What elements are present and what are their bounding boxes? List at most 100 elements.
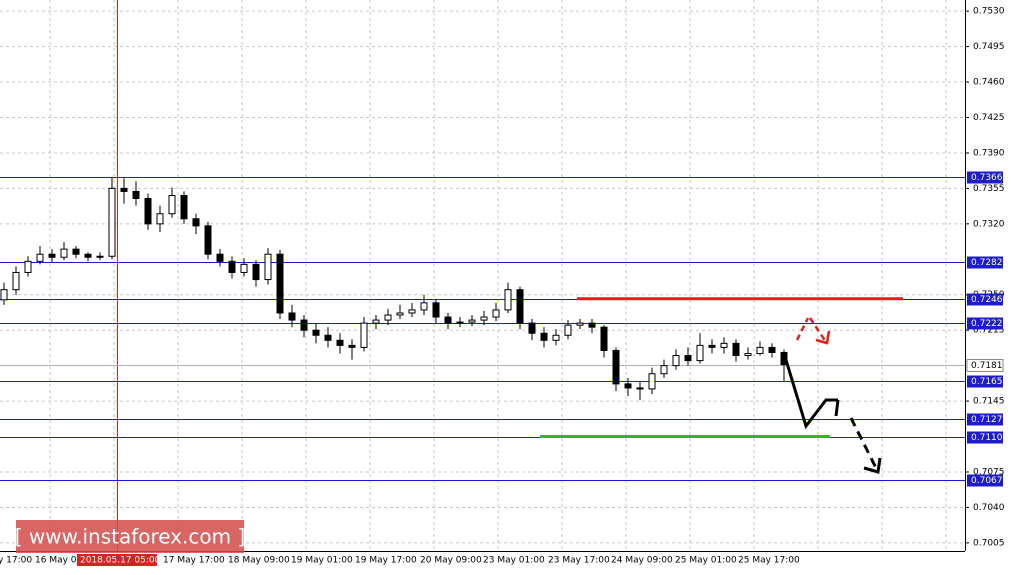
- candle-body: [444, 316, 452, 324]
- x-tick-label: 17 May 17:00: [163, 556, 225, 566]
- candle-body: [672, 355, 680, 367]
- candle-body: [684, 355, 692, 362]
- candle-body: [768, 346, 776, 353]
- x-tick-label: 16 May 0: [35, 556, 77, 566]
- candle-body: [564, 324, 572, 336]
- y-tick-label: 0.7460: [973, 78, 1005, 88]
- candle-body: [96, 255, 104, 258]
- alt-arrow: [795, 317, 810, 341]
- candle-body: [744, 352, 752, 357]
- candle-body: [588, 322, 596, 328]
- candle-body: [0, 289, 8, 301]
- candle-body: [528, 322, 536, 334]
- candle-body: [228, 260, 236, 273]
- y-tick-label: 0.7145: [973, 397, 1005, 407]
- level-label-box: [967, 474, 1003, 487]
- candle-body: [696, 344, 704, 362]
- y-tick-label: 0.7215: [973, 326, 1005, 336]
- candle-body: [624, 383, 632, 389]
- candle-body: [324, 334, 332, 341]
- level-label: 0.7067: [971, 476, 1003, 486]
- level-label: 0.7366: [971, 173, 1003, 183]
- level-label-box: [967, 431, 1003, 444]
- x-tick-label: 18 May 09:00: [228, 556, 290, 566]
- grid: [0, 0, 965, 551]
- candle-body: [420, 302, 428, 311]
- candle-body: [144, 198, 152, 225]
- level-label-box: [967, 293, 1003, 306]
- candle-body: [288, 312, 296, 321]
- x-tick-label: 20 May 09:00: [420, 556, 482, 566]
- candle-body: [204, 225, 212, 255]
- candle-body: [348, 344, 356, 348]
- candle-body: [660, 365, 668, 375]
- candle-body: [456, 321, 464, 324]
- watermark-box: [16, 520, 244, 553]
- candle-body: [216, 253, 224, 262]
- time-axis: y 17:00 16 May 0 2018.05.17 05:00 17 May 17…: [0, 554, 800, 566]
- arrow-head: [815, 330, 831, 345]
- level-label-box: [967, 171, 1003, 184]
- candle-body: [600, 326, 608, 351]
- candle-body: [408, 309, 416, 314]
- candle-body: [72, 248, 80, 255]
- candle-body: [780, 351, 788, 366]
- y-tick-label: 0.7355: [973, 184, 1005, 194]
- arrow-head: [863, 457, 882, 474]
- candle-body: [240, 263, 248, 273]
- candle-body: [720, 342, 728, 348]
- candle-body: [576, 322, 584, 326]
- candle-body: [504, 289, 512, 311]
- y-tick-label: 0.7530: [973, 7, 1005, 17]
- y-tick-label: 0.7075: [973, 467, 1005, 477]
- levels: [0, 177, 965, 481]
- candle-body: [468, 319, 476, 323]
- x-tick-label: 19 May 01:00: [291, 556, 353, 566]
- candle-body: [84, 253, 92, 258]
- current-price-label: 0.7181: [971, 361, 1003, 371]
- candle-body: [708, 344, 716, 348]
- candle-body: [264, 253, 272, 281]
- x-tick-label: 2018.05.17 05:00: [80, 556, 161, 566]
- level-label: 0.7165: [971, 377, 1003, 387]
- candle-body: [612, 349, 620, 385]
- x-tick-label: y 17:00: [0, 556, 32, 566]
- candle-body: [756, 346, 764, 354]
- candle-body: [132, 190, 140, 200]
- candle-body: [312, 329, 320, 336]
- candle-body: [180, 194, 188, 220]
- candle-body: [480, 316, 488, 321]
- candle-body: [552, 334, 560, 341]
- candle-body: [120, 187, 128, 192]
- level-label: 0.7282: [971, 258, 1003, 268]
- y-tick-label: 0.7040: [973, 503, 1005, 513]
- alt-arrow: [808, 317, 828, 343]
- candle-body: [276, 253, 284, 314]
- x-tick-label: 25 May 01:00: [675, 556, 737, 566]
- y-tick-label: 0.7005: [973, 538, 1005, 548]
- level-label: 0.7110: [971, 433, 1003, 443]
- candle-body: [48, 253, 56, 258]
- y-tick-label: 0.7495: [973, 42, 1005, 52]
- forecast-arrow: [784, 359, 838, 430]
- y-tick-label: 0.7320: [973, 219, 1005, 229]
- annotations: [540, 297, 903, 439]
- candle-body: [648, 373, 656, 390]
- candle-body: [168, 194, 176, 215]
- level-label-box: [967, 413, 1003, 426]
- level-label: 0.7246: [971, 295, 1003, 305]
- candle-body: [492, 309, 500, 318]
- x-tick-label: 19 May 17:00: [355, 556, 417, 566]
- x-label-highlight: [77, 554, 157, 566]
- candle-body: [384, 314, 392, 321]
- candle-body: [636, 387, 644, 390]
- forecast-arrow: [834, 399, 840, 417]
- candles: [0, 177, 788, 401]
- candle-body: [336, 339, 344, 346]
- watermark: [ www.instaforex.com ]: [15, 525, 246, 549]
- x-tick-label: 23 May 17:00: [548, 556, 610, 566]
- candle-body: [36, 253, 44, 262]
- level-label-box: [967, 256, 1003, 269]
- candle-body: [12, 271, 20, 291]
